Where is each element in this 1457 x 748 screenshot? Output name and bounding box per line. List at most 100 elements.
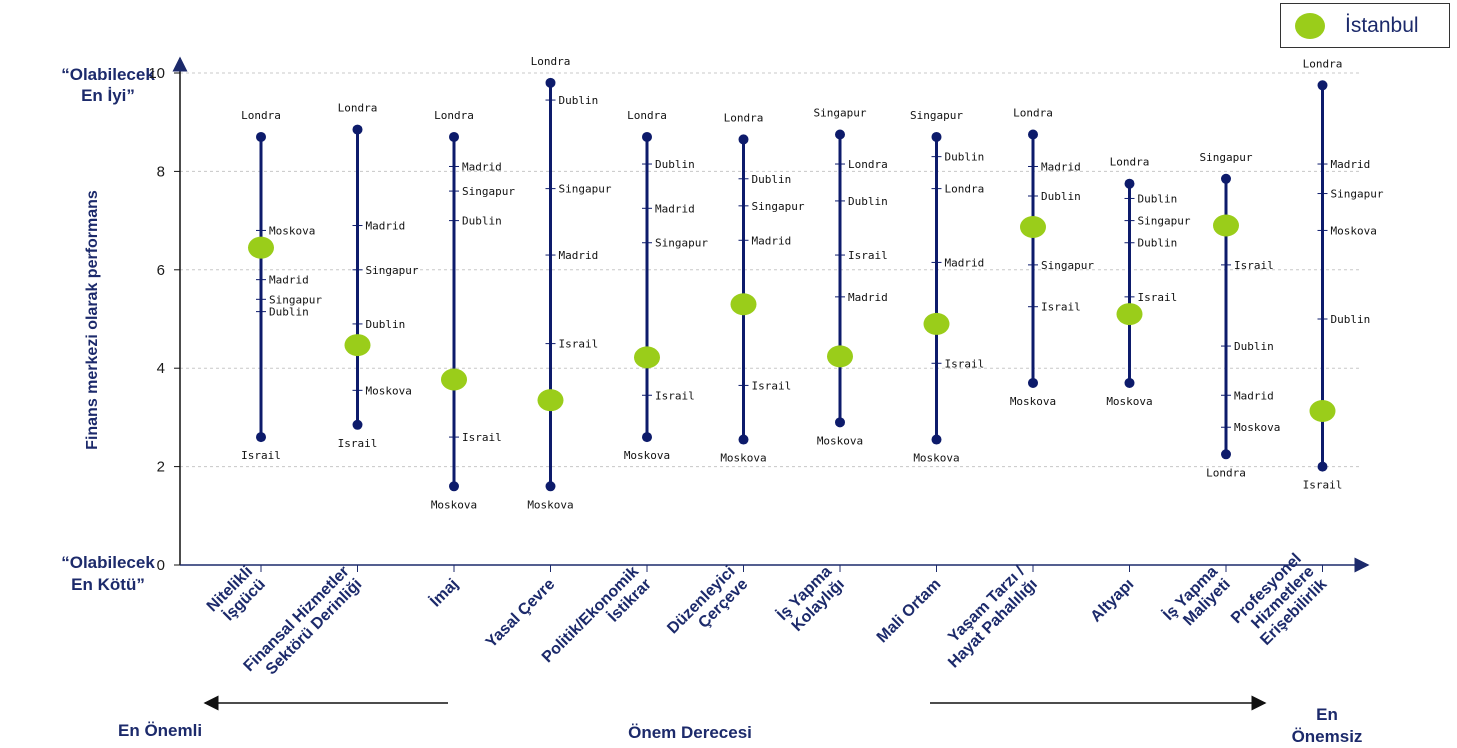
most-important-label: En Önemli <box>118 721 202 740</box>
grid-lines <box>180 72 1360 468</box>
range-group: Singapur Moskova Dublin Londra Madrid Israil <box>910 109 984 465</box>
city-tick-label: Moskova <box>269 224 315 237</box>
category-label: İmaj <box>426 575 461 610</box>
range-group: Londra Moskova Dublin Singapur Dublin Israil <box>1106 156 1191 408</box>
y-tick-labels: 0 2 4 6 8 10 <box>148 65 165 574</box>
y-tick-label: 8 <box>157 163 165 180</box>
y-tick-label: 4 <box>157 360 165 377</box>
top-city-label: Londra <box>627 109 667 122</box>
istanbul-marker <box>827 345 853 368</box>
ranges: LondraIsrailMoskovaMadridSingapurDublinL… <box>241 55 1384 511</box>
city-tick-label: Madrid <box>366 220 406 233</box>
category-label: Politik/Ekonomikİstikrar <box>539 563 655 679</box>
least-important-label-line2: Önemsiz <box>1292 727 1363 746</box>
range-bottom-dot <box>1221 449 1231 460</box>
importance-title: Önem Derecesi <box>628 723 752 742</box>
range-bottom-dot <box>1124 377 1135 388</box>
city-tick-label: Londra <box>945 183 985 196</box>
bottom-city-label: Moskova <box>527 498 573 511</box>
category-label: Mali Ortam <box>874 576 944 646</box>
istanbul-marker <box>537 389 564 412</box>
city-tick-label: Moskova <box>1234 421 1280 434</box>
range-top-dot <box>738 134 749 145</box>
city-tick-label: Singapur <box>559 183 612 196</box>
bottom-city-label: Moskova <box>720 452 766 465</box>
range-bottom-dot <box>738 434 749 445</box>
category-label-line: Mali Ortam <box>874 576 944 646</box>
city-tick-label: Israil <box>1138 291 1178 304</box>
city-tick-label: Dublin <box>752 173 792 186</box>
range-top-dot <box>1124 178 1135 189</box>
city-tick-label: Dublin <box>462 215 502 228</box>
range-top-dot <box>352 124 363 135</box>
range-group: Londra Moskova Madrid Dublin Singapur Israil <box>1010 107 1095 408</box>
y-tick-label: 0 <box>157 557 165 574</box>
y-tick-label: 10 <box>148 65 165 82</box>
city-tick-label: Madrid <box>945 256 985 269</box>
range-top-dot <box>1317 80 1328 91</box>
category-label: Yaşam Tarzı /Hayat Pahalılığı <box>932 563 1041 672</box>
bottom-city-label: Israil <box>241 449 281 462</box>
range-bottom-dot <box>1028 377 1038 388</box>
top-city-label: Londra <box>1110 156 1150 169</box>
range-group: Londra Moskova Dublin Madrid Singapur Israil <box>624 109 709 462</box>
city-tick-label: Israil <box>559 338 599 351</box>
range-bottom-dot <box>835 417 845 428</box>
city-tick-label: Dublin <box>1138 192 1178 205</box>
range-top-dot <box>835 129 845 140</box>
top-city-label: Londra <box>338 102 378 115</box>
top-city-label: Londra <box>1013 107 1053 120</box>
bottom-city-label: Moskova <box>624 449 670 462</box>
city-tick-label: Madrid <box>1041 160 1081 173</box>
city-tick-label: Israil <box>848 249 888 262</box>
istanbul-marker <box>344 334 371 357</box>
bottom-city-label: Moskova <box>431 498 477 511</box>
category-label: Nitelikliİşgücü <box>204 563 269 628</box>
category-label: İş YapmaKolaylığı <box>774 562 848 636</box>
range-bottom-dot <box>449 481 459 492</box>
city-tick-label: Madrid <box>559 249 599 262</box>
city-tick-label: Singapur <box>1041 259 1094 272</box>
city-tick-label: Dublin <box>945 151 985 164</box>
city-tick-label: Singapur <box>269 293 322 306</box>
range-top-dot <box>256 131 266 142</box>
range-group: Londra Israil Madrid Singapur Moskova Dublin <box>1303 57 1384 491</box>
city-tick-label: Dublin <box>1331 313 1371 326</box>
city-tick-label: Madrid <box>1331 158 1371 171</box>
range-group: Londra Moskova Madrid Singapur Dublin Israil <box>431 109 516 511</box>
category-label: DüzenleyiciÇerçeve <box>664 563 751 650</box>
city-tick-label: Dublin <box>366 318 406 331</box>
range-bottom-dot <box>642 432 652 443</box>
istanbul-marker <box>1020 215 1046 238</box>
istanbul-legend-marker <box>1295 13 1325 39</box>
city-tick-label: Moskova <box>366 384 412 397</box>
city-tick-label: Singapur <box>462 185 515 198</box>
city-tick-label: Madrid <box>655 202 695 215</box>
city-tick-label: Dublin <box>269 306 309 319</box>
range-group: Londra Moskova Dublin Singapur Madrid Israil <box>527 55 612 511</box>
top-city-label: Singapur <box>910 109 963 122</box>
city-tick-label: Israil <box>1041 301 1081 314</box>
city-tick-label: Madrid <box>269 274 309 287</box>
range-group: Londra Moskova Dublin Singapur Madrid Israil <box>720 111 805 464</box>
bottom-city-label: Moskova <box>1106 395 1152 408</box>
range-bottom-dot <box>256 432 266 443</box>
istanbul-marker <box>923 312 950 335</box>
top-city-label: Londra <box>531 55 571 68</box>
city-tick-label: Dublin <box>1234 340 1274 353</box>
top-city-label: Singapur <box>814 107 867 120</box>
range-top-dot <box>931 131 942 142</box>
range-bottom-dot <box>931 434 942 445</box>
city-tick-label: Moskova <box>1331 224 1377 237</box>
istanbul-marker <box>441 368 467 391</box>
top-city-label: Singapur <box>1200 151 1253 164</box>
top-city-label: Londra <box>1303 57 1343 70</box>
range-top-dot <box>449 131 459 142</box>
y-tick-label: 6 <box>157 262 165 279</box>
category-label: İş YapmaMaliyeti <box>1160 562 1234 636</box>
y-axis-title: Finans merkezi olarak performans <box>84 190 101 450</box>
city-tick-label: Madrid <box>1234 389 1274 402</box>
category-label-line: Yasal Çevre <box>483 576 559 652</box>
